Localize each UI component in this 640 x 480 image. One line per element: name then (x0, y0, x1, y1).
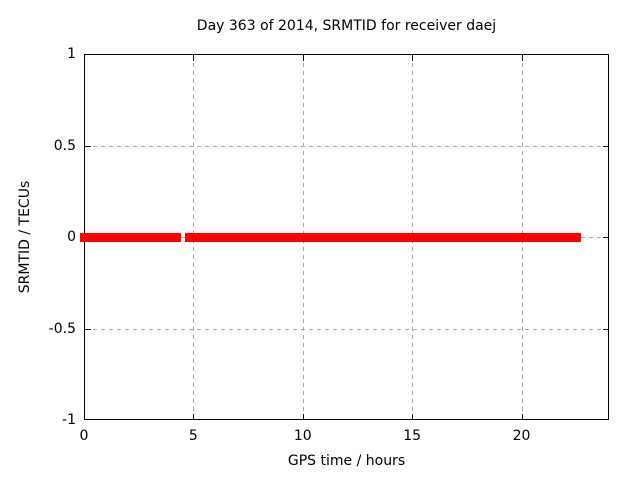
x-tick-label: 0 (79, 428, 89, 444)
tick-mark-top (84, 55, 85, 61)
tick-mark-left (85, 328, 91, 330)
x-tick-label: 15 (403, 428, 422, 444)
tick-mark-right (603, 145, 609, 147)
x-tick-label: 10 (293, 428, 312, 444)
tick-mark-bottom (84, 414, 85, 420)
tick-mark-bottom (193, 414, 195, 420)
y-tick-label: 1 (67, 46, 76, 62)
data-segment (185, 233, 582, 242)
gridline-horizontal (85, 145, 608, 147)
tick-mark-top (193, 55, 195, 61)
y-tick-label: 0 (67, 229, 76, 245)
tick-mark-bottom (521, 414, 523, 420)
y-tick-label: -0.5 (48, 320, 76, 337)
data-segment (80, 233, 182, 242)
tick-mark-left (85, 145, 91, 147)
x-axis-label: GPS time / hours (287, 453, 406, 469)
tick-mark-right (603, 328, 609, 330)
tick-mark-bottom (412, 414, 414, 420)
tick-mark-top (302, 55, 304, 61)
tick-mark-top (521, 55, 523, 61)
gridline-horizontal (85, 328, 608, 330)
y-tick-label: -1 (62, 412, 76, 428)
x-tick-label: 5 (188, 428, 198, 444)
chart-title: Day 363 of 2014, SRMTID for receiver dae… (196, 18, 497, 34)
y-tick-label: 0.5 (53, 137, 76, 154)
x-tick-label: 20 (512, 428, 531, 444)
tick-mark-right (603, 237, 609, 238)
tick-mark-top (412, 55, 414, 61)
tick-mark-bottom (302, 414, 304, 420)
